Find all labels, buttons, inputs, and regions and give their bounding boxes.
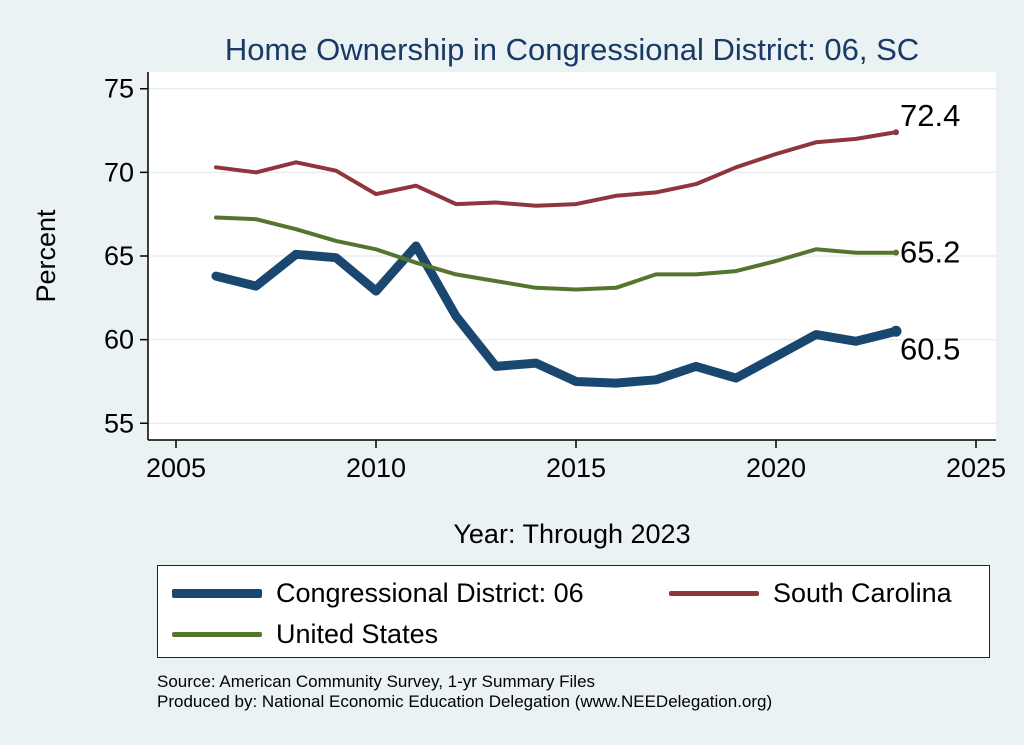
y-tick-label-55: 55 [104,408,134,438]
series-end-point-state [893,129,899,136]
legend-item-us: United States [172,619,438,650]
legend-label-us: United States [276,619,439,649]
series-end-point-us [893,249,899,256]
x-tick-label-2020: 2020 [746,453,806,483]
legend-item-district: Congressional District: 06 [172,578,584,609]
y-tick-label-60: 60 [104,325,134,355]
y-tick-label-75: 75 [104,74,134,104]
x-tick-label-2005: 2005 [146,453,206,483]
legend-label-district: Congressional District: 06 [276,578,584,608]
source-note: Source: American Community Survey, 1-yr … [157,672,596,691]
producer-note: Produced by: National Economic Education… [157,692,773,711]
legend-swatch-state [669,591,759,596]
legend-swatch-district [172,589,262,598]
y-tick-label-70: 70 [104,157,134,187]
series-end-point-district [890,325,902,337]
end-value-label-state: 72.4 [900,98,960,133]
y-axis-label: Percent [31,209,61,303]
x-axis-label: Year: Through 2023 [453,519,690,549]
legend-label-state: South Carolina [773,578,952,608]
y-tick-label-65: 65 [104,241,134,271]
end-value-label-district: 60.5 [900,331,960,366]
legend-item-state: South Carolina [669,578,952,609]
x-tick-label-2015: 2015 [546,453,606,483]
chart-title: Home Ownership in Congressional District… [225,32,919,67]
end-value-label-us: 65.2 [900,235,960,270]
x-tick-label-2025: 2025 [946,453,1006,483]
legend: Congressional District: 06 South Carolin… [157,565,990,658]
series-line-us [214,215,898,292]
series-line-state [214,130,898,208]
x-tick-label-2010: 2010 [346,453,406,483]
series-line-district [211,241,901,388]
legend-swatch-us [172,632,262,637]
